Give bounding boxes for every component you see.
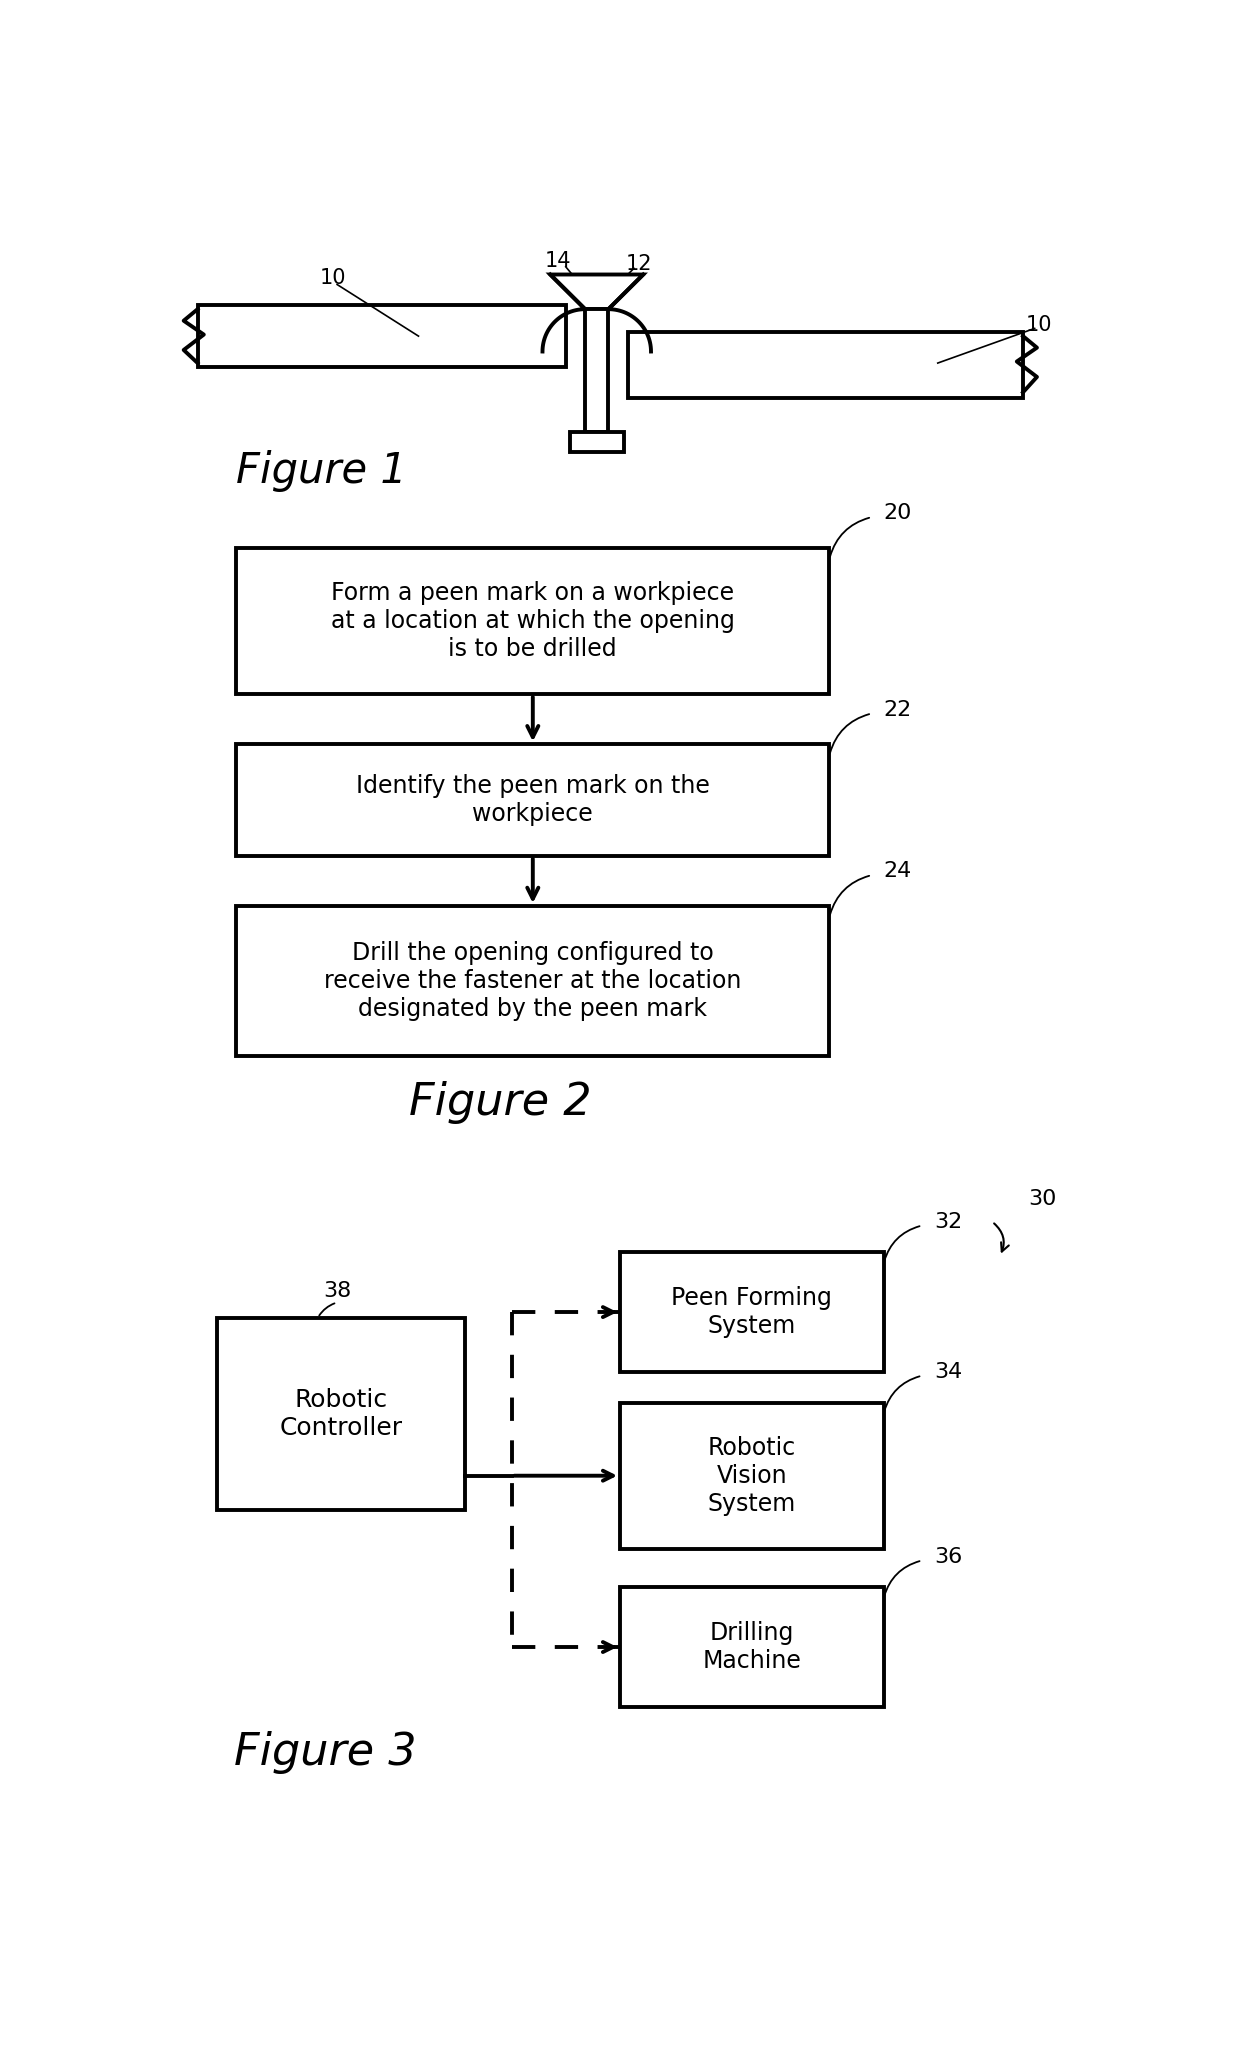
Polygon shape [585,309,609,433]
Polygon shape [217,1318,465,1510]
Text: 14: 14 [544,252,572,272]
Polygon shape [620,1252,883,1372]
Text: Form a peen mark on a workpiece
at a location at which the opening
is to be dril: Form a peen mark on a workpiece at a loc… [331,582,735,660]
Polygon shape [569,433,624,452]
Text: 20: 20 [883,503,911,524]
Text: 10: 10 [320,268,346,289]
Text: Drill the opening configured to
receive the fastener at the location
designated : Drill the opening configured to receive … [324,941,742,1021]
Text: 22: 22 [883,699,911,720]
Polygon shape [620,1403,883,1549]
Text: 24: 24 [883,860,911,881]
Text: 36: 36 [934,1547,962,1566]
Text: Drilling
Machine: Drilling Machine [702,1622,801,1673]
Polygon shape [627,332,1023,398]
Text: 30: 30 [1028,1188,1056,1209]
Text: Robotic
Vision
System: Robotic Vision System [708,1436,796,1516]
Text: 34: 34 [934,1362,962,1382]
Polygon shape [551,274,644,309]
Polygon shape [237,549,830,693]
Polygon shape [197,305,565,367]
Text: Robotic
Controller: Robotic Controller [279,1388,403,1440]
Text: 32: 32 [934,1211,962,1232]
Polygon shape [620,1586,883,1706]
Text: 38: 38 [322,1281,351,1302]
Text: Peen Forming
System: Peen Forming System [671,1285,832,1339]
Text: Figure 3: Figure 3 [234,1731,417,1774]
Polygon shape [237,906,830,1056]
Text: Figure 2: Figure 2 [408,1081,591,1124]
Polygon shape [237,745,830,856]
Text: Identify the peen mark on the
workpiece: Identify the peen mark on the workpiece [356,774,709,825]
Text: 12: 12 [626,254,652,274]
Text: Figure 1: Figure 1 [236,450,407,491]
Text: 10: 10 [1025,314,1052,334]
